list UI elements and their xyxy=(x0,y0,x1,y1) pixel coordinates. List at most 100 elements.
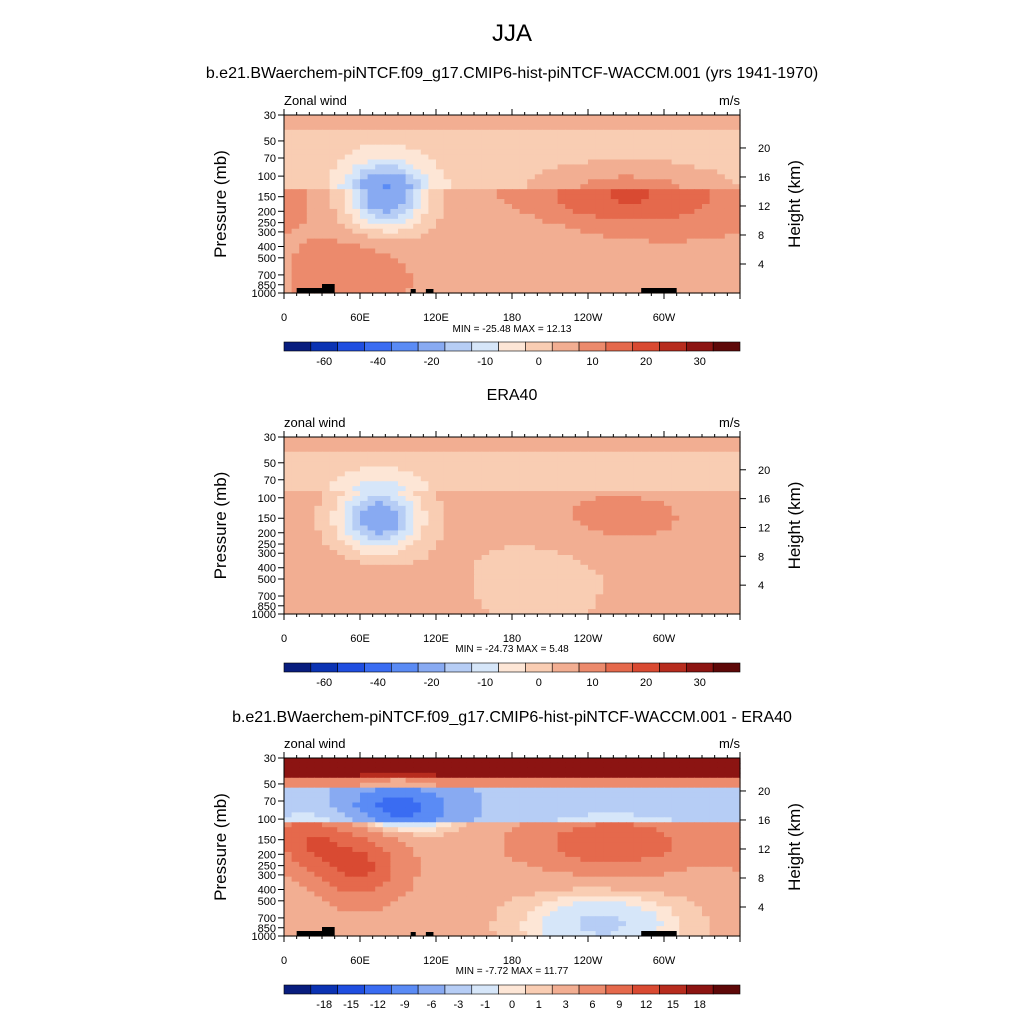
field-cell xyxy=(352,174,361,180)
field-cell xyxy=(504,139,513,146)
field-cell xyxy=(595,174,604,180)
field-cell xyxy=(534,564,543,571)
field-cell xyxy=(557,119,566,126)
field-cell xyxy=(360,144,369,151)
field-cell xyxy=(405,476,414,482)
field-cell xyxy=(443,782,452,789)
field-cell xyxy=(398,134,407,141)
field-cell xyxy=(299,579,308,586)
field-cell xyxy=(686,268,695,274)
field-cell xyxy=(732,530,741,536)
field-cell xyxy=(451,159,460,166)
field-cell xyxy=(550,213,559,220)
field-cell xyxy=(291,777,300,784)
field-cell xyxy=(352,184,361,190)
field-cell xyxy=(367,510,376,517)
field-cell xyxy=(390,204,399,210)
field-cell xyxy=(436,189,445,195)
field-cell xyxy=(565,496,574,502)
field-cell xyxy=(458,451,467,458)
field-cell xyxy=(618,481,627,487)
field-cell xyxy=(504,604,513,610)
field-cell xyxy=(314,599,323,605)
field-cell xyxy=(481,273,490,279)
field-cell xyxy=(360,777,369,784)
field-cell xyxy=(717,456,726,463)
field-cell xyxy=(702,604,711,610)
field-cell xyxy=(527,555,536,561)
field-cell xyxy=(458,500,467,507)
field-cell xyxy=(542,218,551,225)
field-cell xyxy=(413,496,422,502)
field-cell xyxy=(717,446,726,453)
field-cell xyxy=(436,767,445,774)
field-cell xyxy=(443,149,452,156)
field-cell xyxy=(603,129,612,136)
field-cell xyxy=(641,500,650,507)
field-cell xyxy=(648,184,657,190)
field-cell xyxy=(451,258,460,264)
field-cell xyxy=(648,446,657,453)
field-cell xyxy=(451,777,460,784)
field-cell xyxy=(550,263,559,269)
field-cell xyxy=(367,520,376,527)
field-cell xyxy=(398,278,407,284)
field-cell xyxy=(603,238,612,245)
field-cell xyxy=(451,179,460,185)
field-cell xyxy=(724,545,733,551)
field-cell xyxy=(603,599,612,605)
field-cell xyxy=(352,599,361,605)
field-cell xyxy=(344,584,353,591)
field-cell xyxy=(382,139,391,146)
field-cell xyxy=(641,154,650,161)
field-cell xyxy=(686,471,695,477)
field-cell xyxy=(398,525,407,532)
field-cell xyxy=(352,228,361,235)
field-cell xyxy=(428,283,437,289)
field-cell xyxy=(443,767,452,774)
field-cell xyxy=(360,164,369,170)
field-cell xyxy=(580,456,589,463)
field-cell xyxy=(709,604,718,610)
field-cell xyxy=(648,491,657,497)
field-cell xyxy=(588,782,597,789)
colorbar-swatch xyxy=(310,662,338,673)
field-cell xyxy=(451,767,460,774)
field-cell xyxy=(519,476,528,482)
field-cell xyxy=(694,525,703,532)
field-cell xyxy=(542,505,551,512)
field-cell xyxy=(451,283,460,289)
field-cell xyxy=(656,599,665,605)
field-cell xyxy=(496,461,505,468)
field-cell xyxy=(481,204,490,210)
field-cell xyxy=(595,164,604,170)
field-cell xyxy=(732,283,741,289)
field-cell xyxy=(565,471,574,477)
field-cell xyxy=(329,510,338,517)
field-cell xyxy=(420,204,429,210)
field-cell xyxy=(382,767,391,774)
field-cell xyxy=(588,530,597,536)
field-cell xyxy=(656,139,665,146)
field-cell xyxy=(344,579,353,586)
field-cell xyxy=(291,233,300,240)
field-cell xyxy=(534,451,543,458)
field-cell xyxy=(284,762,293,769)
field-cell xyxy=(618,218,627,225)
field-cell xyxy=(291,441,300,448)
field-cell xyxy=(664,535,673,541)
field-cell xyxy=(481,574,490,581)
field-cell xyxy=(519,159,528,166)
field-cell xyxy=(474,288,483,294)
field-cell xyxy=(618,584,627,591)
field-cell xyxy=(648,767,657,774)
field-cell xyxy=(367,278,376,284)
field-cell xyxy=(648,129,657,136)
field-cell xyxy=(466,184,475,190)
field-cell xyxy=(671,772,680,779)
field-cell xyxy=(633,525,642,532)
field-cell xyxy=(542,782,551,789)
field-cell xyxy=(588,437,597,443)
field-cell xyxy=(633,564,642,571)
field-cell xyxy=(443,486,452,492)
